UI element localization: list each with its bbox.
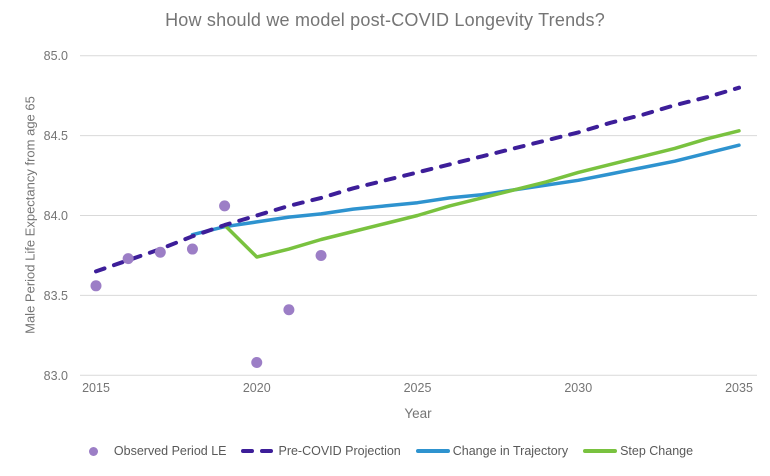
dashed-line-icon [241,449,276,453]
x-tick-label: 2035 [725,381,753,395]
series-line-step-change [222,129,741,259]
chart-title: How should we model post-COVID Longevity… [165,10,605,30]
series-line-pre-covid-projection [94,85,741,274]
x-tick-label: 2015 [82,381,110,395]
legend-label: Pre-COVID Projection [278,444,401,458]
data-point-observed-period-le [219,200,231,212]
legend-label: Observed Period LE [113,444,227,458]
x-tick-label: 2030 [564,381,592,395]
legend-item-pre-covid-projection: Pre-COVID Projection [241,444,401,458]
data-point-observed-period-le [251,357,263,369]
series-line-change-in-trajectory [190,143,741,237]
y-tick-label: 83.0 [44,369,68,383]
data-point-observed-period-le [154,246,166,258]
data-point-observed-period-le [283,304,295,316]
legend-item-step-change: Step Change [583,444,693,458]
y-axis-title: Male Period Life Expectancy from age 65 [22,96,38,334]
y-tick-label: 84.0 [44,209,68,223]
legend: Observed Period LE Pre-COVID Projection Ch… [0,444,770,458]
dot-icon [89,446,99,456]
plot-area: 85.0 84.5 84.0 83.5 83.0 2015 2020 2025 2030 2035 [44,49,757,395]
legend-dashed-line-icon [241,444,276,458]
data-point-observed-period-le [122,253,134,265]
legend-item-change-in-trajectory: Change in Trajectory [415,444,569,458]
legend-label: Step Change [620,444,694,458]
x-tick-label: 2020 [243,381,271,395]
legend-label: Change in Trajectory [452,444,569,458]
line-icon [583,449,618,453]
line-icon [415,449,450,453]
legend-item-observed-period-le: Observed Period LE [77,444,227,458]
legend-line-icon [583,444,618,458]
data-point-observed-period-le [90,280,102,292]
x-axis-title: Year [404,406,432,421]
data-point-observed-period-le [315,249,327,261]
x-tick-label: 2025 [404,381,432,395]
y-tick-label: 83.5 [44,289,68,303]
legend-dot-icon [77,444,111,458]
y-tick-label: 84.5 [44,129,68,143]
legend-line-icon [415,444,450,458]
data-point-observed-period-le [186,243,198,255]
y-tick-label: 85.0 [44,49,68,63]
